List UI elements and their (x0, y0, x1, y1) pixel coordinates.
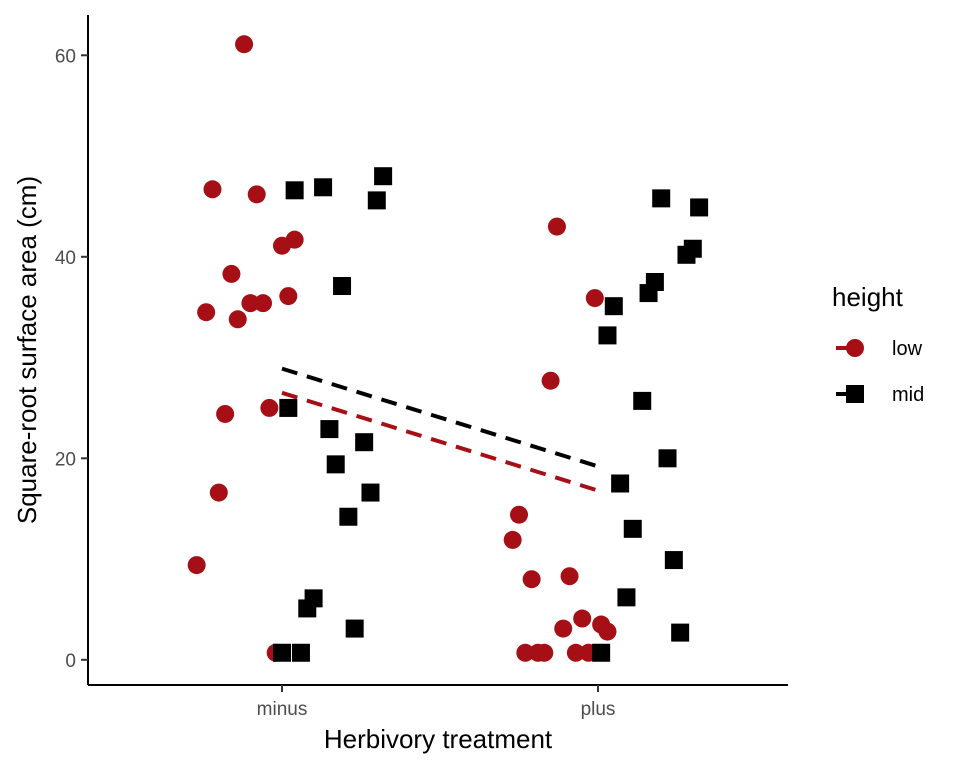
data-point-mid (633, 391, 652, 410)
data-point-mid (314, 178, 333, 197)
data-point-mid (611, 474, 630, 493)
data-point-low (216, 404, 235, 423)
legend-key-low (836, 339, 864, 357)
data-point-low (222, 264, 241, 283)
data-point-mid (652, 189, 671, 208)
trend-line-mid (281, 366, 599, 469)
data-point-low (560, 567, 579, 586)
data-point-low (541, 371, 560, 390)
data-point-mid (683, 239, 702, 258)
data-point-mid (361, 483, 380, 502)
data-point-low (260, 398, 279, 417)
data-point-mid (320, 420, 339, 439)
x-ticks: minus plus (257, 685, 616, 720)
data-point-low (209, 483, 228, 502)
data-point-low (228, 310, 247, 329)
data-point-mid (690, 198, 709, 217)
legend-title: height (832, 282, 904, 312)
data-point-mid (617, 588, 636, 607)
data-point-low (279, 287, 298, 306)
data-point-low (522, 570, 541, 589)
data-point-low (503, 530, 522, 549)
data-point-low (516, 643, 535, 662)
data-point-mid (374, 167, 393, 186)
data-point-low (598, 622, 617, 641)
data-point-low (254, 294, 273, 313)
data-point-mid (658, 449, 677, 468)
data-point-mid (291, 643, 310, 662)
data-point-low (566, 643, 585, 662)
trend-line-low (281, 390, 599, 493)
y-tick-label: 0 (65, 651, 76, 672)
data-point-mid (345, 619, 364, 638)
data-point-mid (664, 551, 683, 570)
data-point-low (535, 643, 554, 662)
data-point-mid (598, 326, 617, 345)
data-point-mid (623, 519, 642, 538)
data-point-mid (285, 181, 304, 200)
data-point-low (585, 289, 604, 308)
data-point-low (197, 303, 216, 322)
y-axis-title: Square-root surface area (cm) (12, 176, 42, 524)
data-point-mid (671, 623, 690, 642)
y-ticks: 0 20 40 60 (55, 46, 88, 672)
legend-key-mid (836, 385, 864, 403)
data-point-mid (304, 589, 323, 608)
data-point-mid (333, 277, 352, 296)
data-point-low (187, 556, 206, 575)
x-axis-title: Herbivory treatment (324, 724, 553, 754)
data-point-low (573, 609, 592, 628)
x-tick-label-minus: minus (257, 699, 308, 720)
chart-marks (187, 35, 709, 662)
data-point-mid (273, 643, 291, 662)
data-point-mid (604, 297, 623, 316)
data-point-low (235, 35, 254, 54)
x-tick-label-plus: plus (581, 699, 616, 720)
legend-marker-low (846, 339, 864, 357)
data-point-low (241, 294, 260, 313)
data-point-low (203, 180, 222, 199)
data-point-mid (326, 455, 345, 474)
axes (87, 15, 788, 686)
y-tick-label: 40 (55, 248, 76, 269)
data-point-mid (279, 398, 298, 417)
data-point-low (247, 185, 266, 204)
data-point-low (547, 217, 566, 236)
y-tick-label: 60 (55, 46, 76, 67)
legend-label-mid: mid (892, 384, 924, 406)
data-point-mid (339, 507, 358, 526)
legend-label-low: low (892, 338, 923, 360)
legend: height low mid (832, 282, 924, 406)
data-point-mid (355, 433, 374, 452)
data-point-low (510, 505, 528, 524)
data-point-mid (367, 191, 386, 210)
data-point-low (285, 230, 304, 249)
data-point-low (554, 619, 573, 638)
trend-lines (281, 366, 599, 493)
data-point-mid (645, 272, 664, 291)
legend-marker-mid (846, 385, 864, 403)
y-tick-label: 20 (55, 449, 76, 470)
data-point-mid (592, 643, 611, 662)
